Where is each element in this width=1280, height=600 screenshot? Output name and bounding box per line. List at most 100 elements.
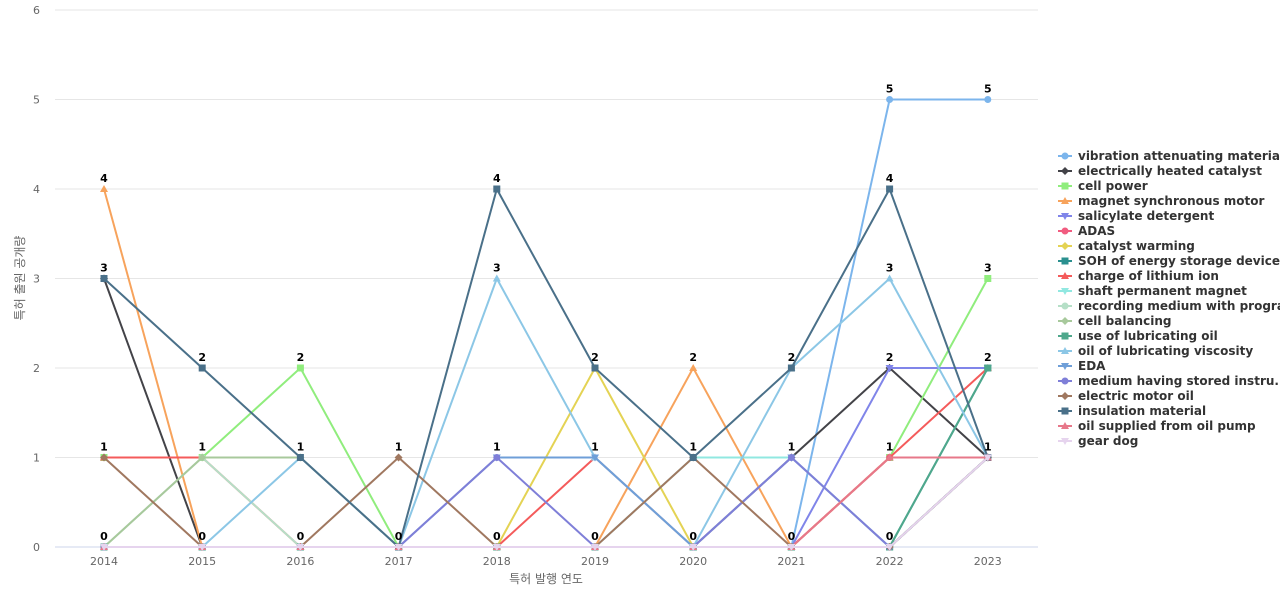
- data-point: [591, 544, 599, 551]
- legend-marker: [1061, 242, 1069, 250]
- legend-label: EDA: [1078, 359, 1106, 373]
- legend-item[interactable]: vibration attenuating material: [1058, 149, 1280, 163]
- legend-item[interactable]: cell power: [1058, 179, 1148, 193]
- data-label: 0: [395, 530, 403, 543]
- legend-item[interactable]: gear dog: [1058, 434, 1138, 448]
- x-tick-label: 2019: [581, 555, 609, 568]
- legend-marker: [1061, 227, 1069, 235]
- legend-label: gear dog: [1078, 434, 1138, 448]
- data-label: 0: [198, 530, 206, 543]
- data-point: [198, 364, 206, 372]
- data-label: 5: [886, 83, 894, 96]
- legend-marker: [1061, 332, 1069, 340]
- legend-item[interactable]: salicylate detergent: [1058, 209, 1214, 223]
- series-line: [103, 277, 989, 548]
- data-point: [100, 185, 108, 192]
- legend-marker: [1061, 317, 1069, 325]
- data-point: [492, 274, 501, 282]
- legend-item[interactable]: magnet synchronous motor: [1058, 194, 1264, 208]
- data-label: 0: [591, 530, 599, 543]
- legend-label: oil supplied from oil pump: [1078, 419, 1256, 433]
- data-label: 3: [493, 262, 501, 275]
- legend-marker: [1061, 347, 1069, 354]
- data-label: 4: [100, 172, 108, 185]
- y-tick-label: 6: [33, 4, 40, 17]
- data-point: [689, 454, 697, 461]
- data-label: 1: [591, 441, 599, 454]
- x-tick-label: 2016: [286, 555, 314, 568]
- data-label: 2: [788, 351, 796, 364]
- legend-item[interactable]: oil supplied from oil pump: [1058, 419, 1256, 433]
- legend-item[interactable]: ADAS: [1058, 224, 1115, 238]
- y-tick-label: 2: [33, 362, 40, 375]
- data-label: 2: [689, 351, 697, 364]
- data-point: [886, 96, 894, 103]
- legend-item[interactable]: recording medium with program: [1058, 299, 1280, 313]
- x-tick-label: 2022: [876, 555, 904, 568]
- legend-item[interactable]: medium having stored instru...: [1058, 374, 1280, 388]
- legend-label: SOH of energy storage device: [1078, 254, 1280, 268]
- legend-marker: [1061, 438, 1069, 445]
- legend-marker: [1061, 302, 1069, 310]
- data-point: [296, 454, 304, 461]
- x-axis-title: 특허 발행 연도: [509, 571, 583, 586]
- data-point: [100, 275, 108, 282]
- data-label: 0: [493, 530, 501, 543]
- data-point: [885, 365, 894, 372]
- data-point: [492, 544, 501, 551]
- data-point: [591, 364, 599, 372]
- data-point: [394, 544, 403, 551]
- legend-marker: [1061, 213, 1069, 220]
- data-point: [787, 544, 796, 551]
- legend-marker: [1061, 407, 1069, 415]
- data-point: [885, 453, 894, 461]
- legend-marker: [1061, 422, 1069, 429]
- data-point: [100, 544, 108, 551]
- data-label: 1: [788, 441, 796, 454]
- legend-item[interactable]: EDA: [1058, 359, 1106, 373]
- data-point: [984, 364, 992, 372]
- data-label: 2: [984, 351, 992, 364]
- legend-label: ADAS: [1078, 224, 1115, 238]
- legend-marker: [1061, 288, 1069, 295]
- x-tick-label: 2018: [483, 555, 511, 568]
- legend-label: cell power: [1078, 179, 1148, 193]
- data-label: 5: [984, 83, 992, 96]
- legend-marker: [1061, 363, 1069, 370]
- x-tick-label: 2021: [777, 555, 805, 568]
- series-line: [103, 277, 989, 548]
- legend-item[interactable]: shaft permanent magnet: [1058, 284, 1247, 298]
- legend-item[interactable]: catalyst warming: [1058, 239, 1195, 253]
- data-point: [198, 453, 207, 462]
- data-point: [394, 453, 403, 462]
- legend-marker: [1061, 257, 1069, 265]
- y-tick-label: 0: [33, 541, 40, 554]
- data-label: 4: [886, 172, 894, 185]
- legend-item[interactable]: cell balancing: [1058, 314, 1171, 328]
- legend-item[interactable]: SOH of energy storage device: [1058, 254, 1280, 268]
- data-point: [787, 454, 795, 461]
- legend-item[interactable]: electric motor oil: [1058, 389, 1194, 403]
- legend-item[interactable]: insulation material: [1058, 404, 1206, 418]
- legend-marker: [1061, 272, 1069, 279]
- data-point: [886, 185, 894, 193]
- x-tick-label: 2015: [188, 555, 216, 568]
- data-point: [984, 275, 992, 282]
- series-line: [103, 456, 989, 548]
- legend-item[interactable]: oil of lubricating viscosity: [1058, 344, 1253, 358]
- legend-label: shaft permanent magnet: [1078, 284, 1247, 298]
- series-line: [103, 98, 989, 548]
- legend-item[interactable]: use of lubricating oil: [1058, 329, 1218, 343]
- data-point: [296, 364, 304, 372]
- data-label: 1: [395, 441, 403, 454]
- legend-marker: [1061, 197, 1069, 204]
- x-tick-label: 2023: [974, 555, 1002, 568]
- legend-label: electric motor oil: [1078, 389, 1194, 403]
- legend-label: catalyst warming: [1078, 239, 1195, 253]
- legend-item[interactable]: charge of lithium ion: [1058, 269, 1219, 283]
- legend-marker: [1061, 392, 1069, 400]
- data-point: [983, 454, 992, 462]
- legend-item[interactable]: electrically heated catalyst: [1058, 164, 1262, 178]
- legend-label: cell balancing: [1078, 314, 1171, 328]
